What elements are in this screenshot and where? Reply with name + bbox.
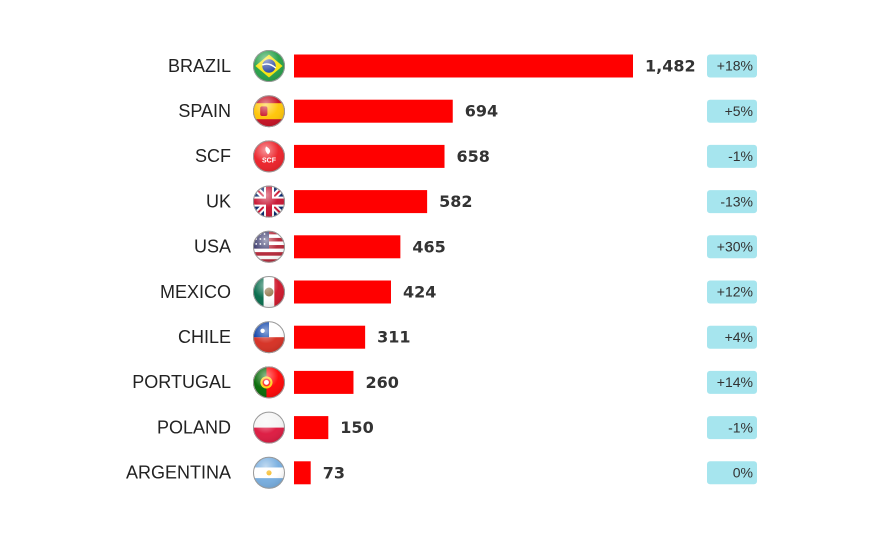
argentina-flag-icon bbox=[253, 456, 285, 489]
bar bbox=[294, 325, 366, 349]
category-label: POLAND bbox=[157, 417, 231, 437]
category-label: PORTUGAL bbox=[132, 372, 231, 392]
bar bbox=[294, 370, 354, 394]
value-label: 658 bbox=[457, 147, 490, 166]
value-label: 694 bbox=[465, 102, 498, 121]
change-label: +14% bbox=[717, 374, 753, 390]
usa-flag-icon bbox=[253, 230, 285, 263]
chile-flag-icon bbox=[253, 321, 285, 354]
bar bbox=[294, 99, 453, 123]
value-label: 150 bbox=[340, 418, 373, 437]
uk-flag-icon bbox=[253, 185, 285, 218]
category-label: ARGENTINA bbox=[126, 463, 231, 483]
change-badge bbox=[707, 54, 757, 78]
chart-row: PORTUGAL 260 +14% bbox=[132, 366, 757, 399]
change-label: -1% bbox=[728, 419, 753, 435]
bar bbox=[294, 144, 445, 168]
change-badge bbox=[707, 190, 757, 214]
chart-row: BRAZIL 1,482 +18% bbox=[168, 50, 757, 82]
change-label: -13% bbox=[720, 193, 753, 209]
brazil-flag-icon bbox=[253, 50, 285, 82]
spain-flag-icon bbox=[253, 95, 285, 128]
change-label: +4% bbox=[725, 329, 753, 345]
change-badge bbox=[707, 416, 757, 440]
change-label: 0% bbox=[733, 465, 753, 481]
bar bbox=[294, 280, 391, 304]
category-label: UK bbox=[206, 191, 231, 211]
value-label: 582 bbox=[439, 192, 472, 211]
value-label: 465 bbox=[412, 237, 445, 256]
change-badge bbox=[707, 325, 757, 349]
change-badge bbox=[707, 144, 757, 168]
change-badge bbox=[707, 280, 757, 304]
chart-row: SPAIN 694 +5% bbox=[178, 95, 757, 128]
change-badge bbox=[707, 370, 757, 394]
category-label: BRAZIL bbox=[168, 56, 231, 76]
value-label: 1,482 bbox=[645, 57, 696, 76]
change-label: +12% bbox=[717, 284, 753, 300]
chart-row: CHILE 311 +4% bbox=[178, 321, 757, 354]
bar bbox=[294, 54, 633, 78]
value-label: 73 bbox=[323, 463, 345, 482]
bar bbox=[294, 416, 329, 440]
bar bbox=[294, 235, 401, 259]
chart-row: POLAND 150 -1% bbox=[157, 411, 757, 444]
mexico-flag-icon bbox=[253, 276, 285, 308]
scf-logo-icon: SCF bbox=[253, 140, 285, 173]
category-label: MEXICO bbox=[160, 282, 231, 302]
category-label: USA bbox=[194, 237, 231, 257]
category-label: SCF bbox=[195, 146, 231, 166]
bar bbox=[294, 461, 311, 485]
chart-row: SCF SCF 658 -1% bbox=[195, 140, 757, 173]
category-label: CHILE bbox=[178, 327, 231, 347]
change-badge bbox=[707, 99, 757, 123]
chart-row: MEXICO 424 +12% bbox=[160, 276, 757, 308]
value-label: 424 bbox=[403, 283, 436, 302]
bar bbox=[294, 190, 428, 214]
value-label: 311 bbox=[377, 328, 410, 347]
chart-row: USA 465 +30% bbox=[194, 230, 757, 263]
poland-flag-icon bbox=[253, 411, 285, 444]
value-label: 260 bbox=[365, 373, 398, 392]
change-label: +5% bbox=[725, 103, 753, 119]
chart-row: UK 582 -13% bbox=[206, 185, 757, 218]
change-badge bbox=[707, 235, 757, 259]
chart-row: ARGENTINA 73 0% bbox=[126, 456, 757, 489]
portugal-flag-icon bbox=[253, 366, 285, 399]
change-label: -1% bbox=[728, 148, 753, 164]
category-label: SPAIN bbox=[178, 101, 231, 121]
change-label: +30% bbox=[717, 239, 753, 255]
change-label: +18% bbox=[717, 58, 753, 74]
change-badge bbox=[707, 461, 757, 485]
